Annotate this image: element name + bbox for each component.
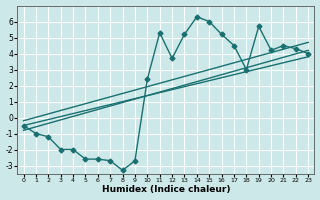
X-axis label: Humidex (Indice chaleur): Humidex (Indice chaleur) (102, 185, 230, 194)
